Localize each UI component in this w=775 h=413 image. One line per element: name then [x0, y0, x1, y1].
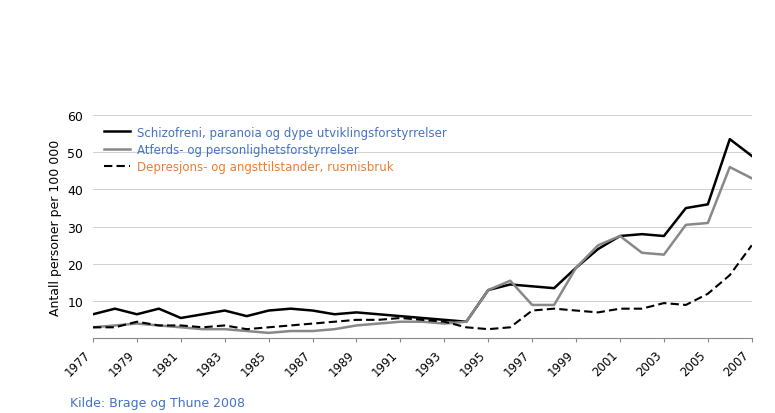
Text: Kilde: Brage og Thune 2008: Kilde: Brage og Thune 2008 — [70, 396, 245, 409]
Legend: Schizofreni, paranoia og dype utviklingsforstyrrelser, Atferds- og personlighets: Schizofreni, paranoia og dype utviklings… — [99, 121, 451, 178]
Y-axis label: Antall personer per 100 000: Antall personer per 100 000 — [49, 139, 62, 315]
